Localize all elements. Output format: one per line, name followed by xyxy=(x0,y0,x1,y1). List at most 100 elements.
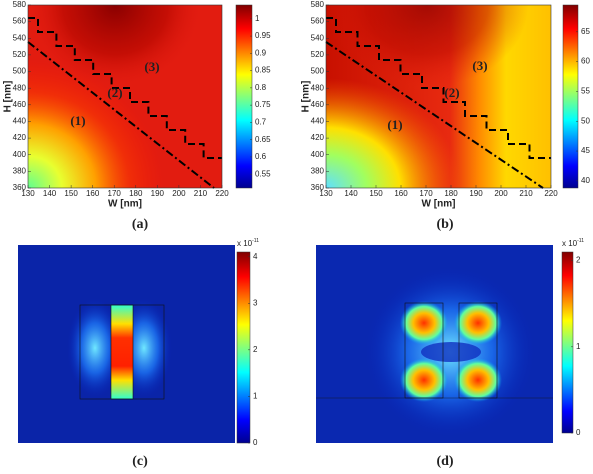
y-tick-label: 400 xyxy=(311,150,325,159)
colorbar-tick-label: 3 xyxy=(253,298,258,307)
y-tick-label: 560 xyxy=(13,17,27,26)
field-image xyxy=(67,298,123,398)
y-tick-label: 520 xyxy=(13,50,27,59)
field-image xyxy=(454,358,502,402)
x-axis-label: W [nm] xyxy=(108,199,142,210)
colorbar-tick-label: 0.95 xyxy=(255,31,271,40)
x-tick-label: 140 xyxy=(43,189,57,198)
x-tick-label: 210 xyxy=(194,189,208,198)
y-axis-label: H [nm] xyxy=(301,81,312,113)
x-tick-label: 170 xyxy=(419,189,433,198)
colorbar-tick-label: 60 xyxy=(581,57,590,66)
y-tick-label: 520 xyxy=(311,50,325,59)
plot-frame xyxy=(27,4,223,189)
y-tick-label: 480 xyxy=(311,83,325,92)
boundary-line xyxy=(27,41,215,189)
colorbar-tick-label: 40 xyxy=(581,176,590,185)
x-tick-label: 160 xyxy=(86,189,100,198)
colorbar-tick-label: 1 xyxy=(253,392,258,401)
colorbar-tick-label: 0 xyxy=(253,438,258,447)
colorbar-tick-label: 2 xyxy=(253,345,258,354)
y-tick-label: 400 xyxy=(13,150,27,159)
y-tick-label: 540 xyxy=(311,33,325,42)
boundary-staircase xyxy=(28,17,222,159)
y-tick-label: 380 xyxy=(13,166,27,175)
y-tick-label: 580 xyxy=(311,0,325,9)
heatmap-image xyxy=(326,5,551,188)
colorbar-tick-label: 50 xyxy=(581,116,590,125)
colorbar-tick-label: 0.6 xyxy=(255,152,267,161)
colorbar-tick-label: 65 xyxy=(581,27,590,36)
colorbar-tick-label: 0.85 xyxy=(255,66,271,75)
colorbar xyxy=(562,4,579,189)
x-tick-label: 150 xyxy=(64,189,78,198)
colorbar-tick-label: 1 xyxy=(255,14,260,23)
colorbar-multiplier: x 10 xyxy=(237,239,253,248)
x-tick-label: 130 xyxy=(21,189,35,198)
y-tick-label: 500 xyxy=(311,67,325,76)
field-image xyxy=(400,301,448,345)
colorbar xyxy=(235,4,253,189)
y-tick-label: 440 xyxy=(311,117,325,126)
colorbar-tick-label: 2 xyxy=(576,256,581,265)
x-tick-label: 220 xyxy=(544,189,558,198)
panel-caption: (c) xyxy=(132,454,148,469)
y-tick-label: 380 xyxy=(311,166,325,175)
y-tick-label: 480 xyxy=(13,83,27,92)
field-image xyxy=(421,342,481,362)
x-tick-label: 170 xyxy=(108,189,122,198)
colorbar-exponent: -11 xyxy=(252,238,259,244)
plot-frame xyxy=(325,4,552,189)
colorbar-tick-label: 0.75 xyxy=(255,100,271,109)
x-tick-label: 160 xyxy=(394,189,408,198)
x-tick-label: 140 xyxy=(344,189,358,198)
colorbar xyxy=(561,251,574,434)
region-label: (2) xyxy=(107,85,122,100)
colorbar-tick-label: 1 xyxy=(576,342,581,351)
y-tick-label: 580 xyxy=(13,0,27,9)
colorbar-tick-label: 0 xyxy=(576,428,581,437)
colorbar-tick-label: 0.9 xyxy=(255,48,267,57)
field-image xyxy=(454,301,502,345)
x-tick-label: 200 xyxy=(172,189,186,198)
colorbar xyxy=(236,251,251,444)
boundary-staircase xyxy=(326,17,551,159)
colorbar-tick-label: 0.7 xyxy=(255,118,267,127)
y-tick-label: 500 xyxy=(13,67,27,76)
y-tick-label: 360 xyxy=(311,183,325,192)
field-image xyxy=(111,305,133,399)
region-label: (3) xyxy=(144,59,159,74)
x-tick-label: 190 xyxy=(151,189,165,198)
colorbar-tick-label: 0.8 xyxy=(255,83,267,92)
region-label: (1) xyxy=(387,117,402,132)
y-tick-label: 560 xyxy=(311,17,325,26)
x-tick-label: 190 xyxy=(469,189,483,198)
x-axis-label: W [nm] xyxy=(422,199,456,210)
y-tick-label: 540 xyxy=(13,33,27,42)
region-label: (3) xyxy=(472,58,487,73)
x-tick-label: 130 xyxy=(319,189,333,198)
y-tick-label: 360 xyxy=(13,183,27,192)
y-tick-label: 460 xyxy=(13,100,27,109)
heatmap-image xyxy=(28,5,222,188)
y-axis-label: H [nm] xyxy=(3,81,14,113)
x-tick-label: 210 xyxy=(519,189,533,198)
colorbar-tick-label: 0.65 xyxy=(255,135,271,144)
x-tick-label: 200 xyxy=(494,189,508,198)
x-tick-label: 180 xyxy=(444,189,458,198)
colorbar-multiplier: x 10-11 xyxy=(562,238,584,248)
colorbar-exponent: -11 xyxy=(577,238,584,244)
x-tick-label: 180 xyxy=(129,189,143,198)
y-tick-label: 440 xyxy=(13,117,27,126)
region-label: (2) xyxy=(444,85,459,100)
colorbar-tick-label: 0.55 xyxy=(255,169,271,178)
y-tick-label: 420 xyxy=(311,133,325,142)
boundary-line xyxy=(325,41,544,189)
field-image xyxy=(400,358,448,402)
region-label: (1) xyxy=(70,113,85,128)
x-tick-label: 220 xyxy=(215,189,229,198)
x-tick-label: 150 xyxy=(369,189,383,198)
layout xyxy=(18,5,553,443)
colorbar-tick-label: 55 xyxy=(581,87,590,96)
